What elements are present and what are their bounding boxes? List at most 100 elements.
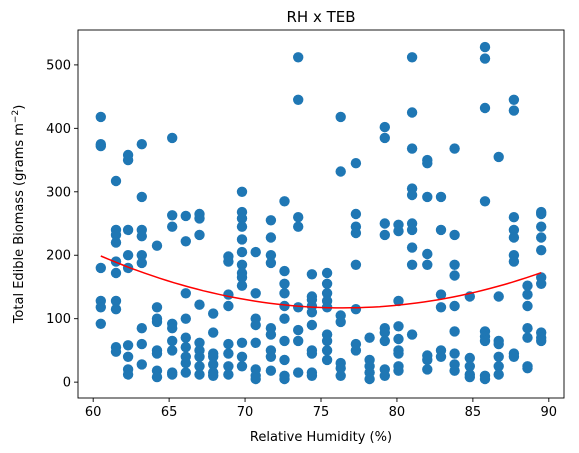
data-point: [279, 313, 290, 324]
data-point: [536, 221, 547, 232]
data-point: [493, 361, 504, 372]
data-point: [422, 354, 433, 366]
data-point: [464, 361, 475, 372]
data-point: [522, 289, 533, 300]
data-point: [493, 291, 504, 302]
data-point: [406, 242, 418, 253]
x-axis-label: Relative Humidity (%): [250, 430, 392, 445]
data-point: [122, 351, 134, 362]
data-point: [180, 288, 191, 299]
data-point: [435, 191, 447, 203]
data-point: [279, 354, 290, 366]
data-point: [151, 371, 163, 383]
data-point: [393, 295, 404, 307]
data-point: [406, 52, 418, 63]
data-point: [180, 210, 191, 222]
data-point: [522, 300, 533, 312]
data-point: [306, 319, 318, 331]
data-point: [350, 259, 362, 270]
data-point: [435, 289, 447, 300]
y-tick-label: 100: [46, 312, 71, 327]
data-point: [265, 329, 277, 340]
data-point: [279, 288, 290, 299]
data-point: [350, 158, 362, 169]
data-point: [122, 154, 134, 166]
data-point: [95, 139, 107, 150]
data-point: [136, 323, 147, 334]
data-point: [223, 369, 234, 380]
data-point: [335, 316, 346, 328]
data-point: [151, 316, 163, 328]
data-point: [321, 288, 333, 299]
data-point: [208, 308, 219, 319]
data-point: [250, 373, 261, 385]
data-point: [250, 288, 261, 299]
data-point: [136, 359, 147, 370]
data-point: [306, 370, 318, 381]
data-point: [95, 262, 107, 274]
data-point: [208, 359, 219, 370]
data-point: [194, 337, 205, 348]
y-tick-label: 0: [63, 376, 71, 391]
data-point: [406, 107, 418, 118]
data-point: [449, 259, 460, 270]
data-point: [350, 304, 362, 315]
data-point: [335, 363, 346, 374]
data-point: [167, 335, 178, 347]
y-axis-label-exponent: −2: [11, 110, 21, 123]
data-point: [435, 224, 447, 236]
x-axis: 60 65 70 75 80 85 90: [85, 398, 557, 420]
data-point: [335, 111, 346, 123]
data-point: [422, 191, 433, 203]
data-point: [250, 337, 261, 348]
data-point: [321, 335, 333, 347]
data-point: [379, 370, 390, 381]
data-point: [136, 191, 147, 203]
data-point: [236, 213, 248, 224]
data-point: [236, 246, 248, 258]
data-point: [493, 369, 504, 380]
data-point: [422, 158, 433, 169]
chart-title: RH x TEB: [286, 8, 355, 26]
data-point: [522, 280, 533, 291]
data-point: [479, 373, 491, 385]
y-axis-label: Total Edible Biomass (grams m−2): [11, 105, 27, 325]
data-point: [110, 175, 122, 187]
data-point: [167, 369, 178, 380]
data-point: [293, 94, 304, 106]
data-point: [151, 348, 163, 359]
data-point: [110, 237, 122, 248]
data-point: [406, 224, 418, 236]
data-point: [208, 351, 219, 362]
data-point: [265, 250, 277, 261]
data-point: [449, 270, 460, 281]
data-point: [136, 338, 147, 350]
points-layer: [95, 41, 547, 385]
x-tick-label: 75: [313, 405, 330, 420]
data-point: [493, 338, 504, 350]
data-point: [236, 259, 248, 270]
data-point: [236, 351, 248, 362]
data-point: [508, 232, 520, 243]
y-tick-label: 400: [46, 122, 71, 137]
data-point: [223, 338, 234, 350]
data-point: [508, 351, 520, 362]
data-point: [508, 212, 520, 223]
fit-line: [100, 255, 542, 309]
data-point: [167, 221, 178, 232]
data-point: [479, 53, 491, 64]
data-point: [95, 302, 107, 313]
data-point: [379, 121, 390, 133]
data-point: [321, 267, 333, 279]
data-point: [464, 352, 475, 364]
data-point: [393, 348, 404, 359]
data-point: [95, 111, 107, 123]
data-point: [194, 299, 205, 310]
data-point: [122, 369, 134, 380]
data-point: [279, 265, 290, 277]
data-point: [194, 213, 205, 224]
data-point: [136, 231, 147, 242]
data-point: [194, 229, 205, 241]
data-point: [279, 335, 290, 347]
data-point: [406, 189, 418, 201]
